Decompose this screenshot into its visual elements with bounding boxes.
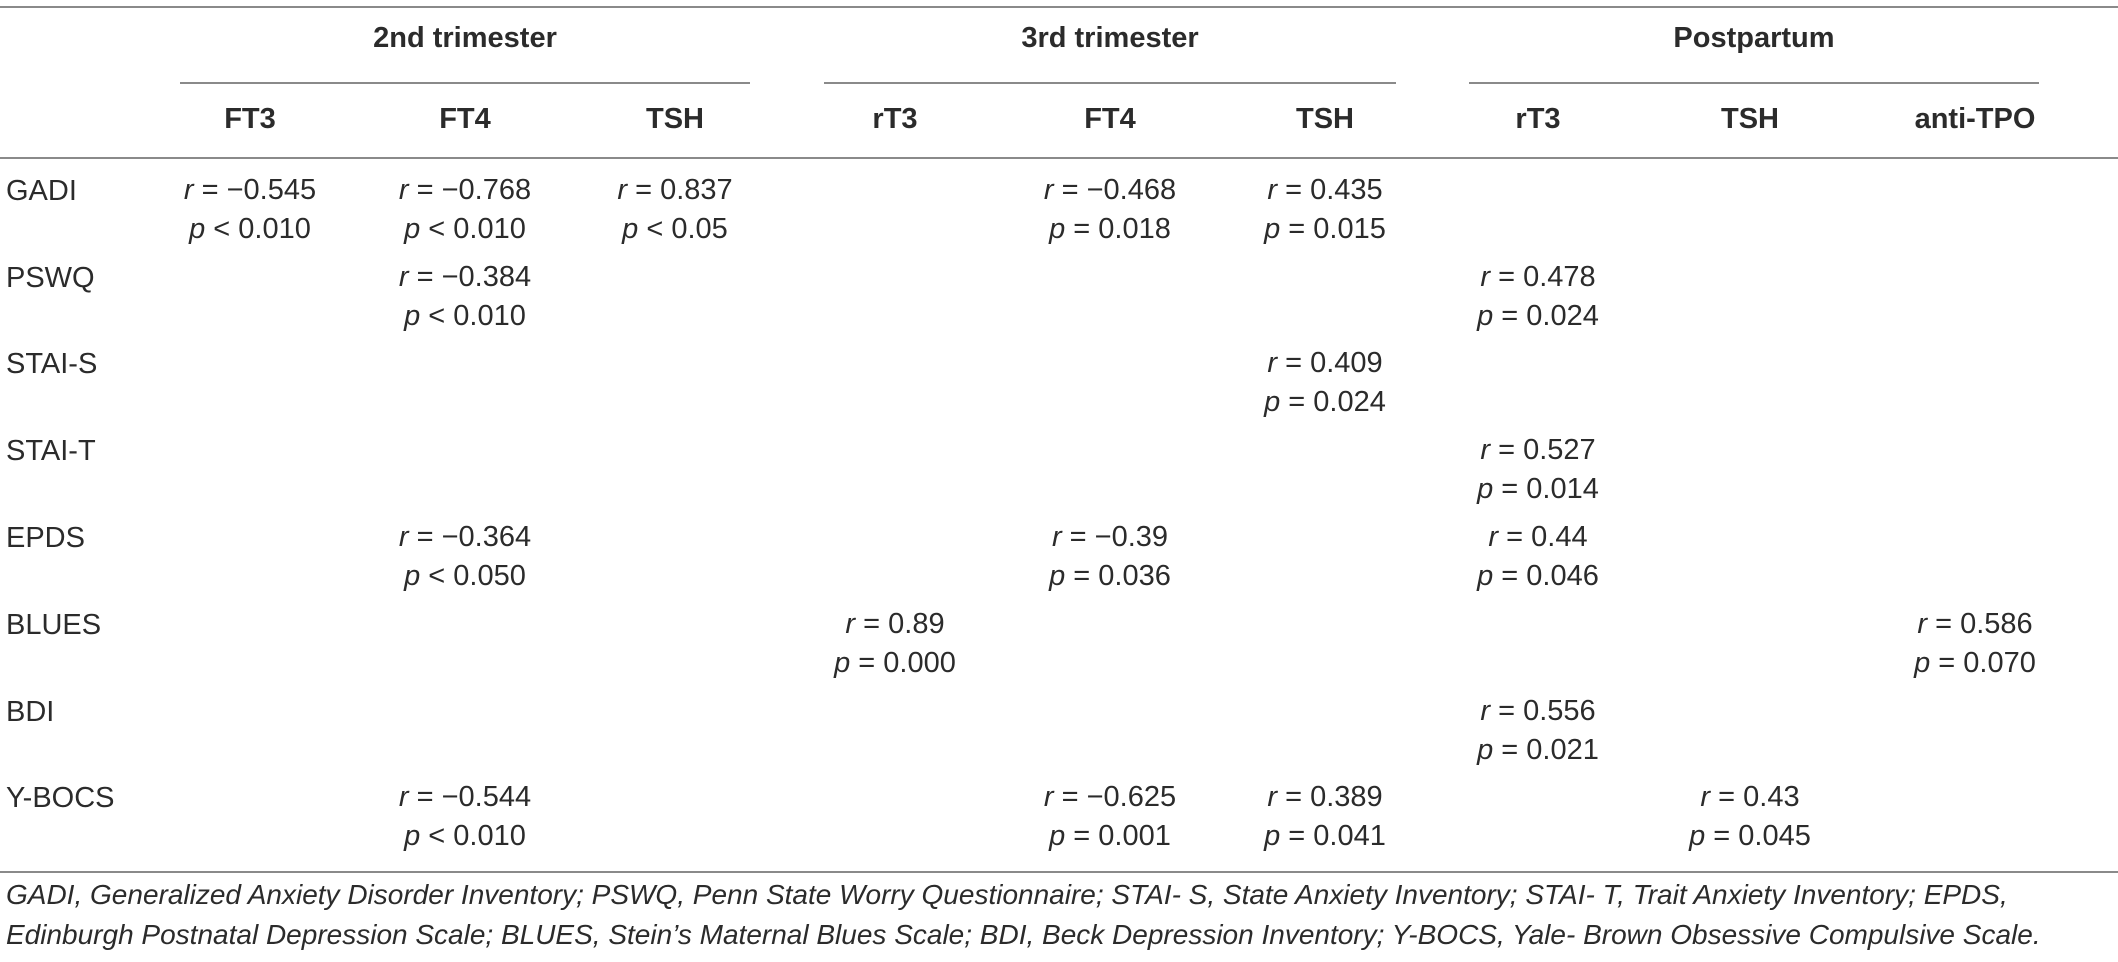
row-label: PSWQ <box>6 262 95 294</box>
table-cell: r = −0.364 p < 0.050 <box>365 518 565 596</box>
column-header-ft3: FT3 <box>224 103 276 135</box>
p-value: p = 0.021 <box>1477 734 1599 766</box>
correlation-value: r = −0.545 <box>183 174 317 206</box>
table-cell: r = 0.527 p = 0.014 <box>1438 431 1638 509</box>
correlation-value: r = −0.384 <box>398 261 532 293</box>
row-label: STAI-T <box>6 435 96 467</box>
table-cell: r = −0.544 p < 0.010 <box>365 778 565 856</box>
row-label: Y-BOCS <box>6 782 115 814</box>
group-header-2nd-trimester: 2nd trimester <box>373 22 557 54</box>
table-cell: r = 0.435 p = 0.015 <box>1225 171 1425 249</box>
table-cell: r = 0.89 p = 0.000 <box>795 605 995 683</box>
correlation-value: r = 0.478 <box>1480 261 1596 293</box>
correlation-value: r = −0.544 <box>398 781 532 813</box>
p-value: p = 0.045 <box>1689 820 1811 852</box>
p-value: p < 0.05 <box>622 213 728 245</box>
table-cell: r = 0.478 p = 0.024 <box>1438 258 1638 336</box>
group-header-postpartum: Postpartum <box>1673 22 1835 54</box>
column-header-tsh: TSH <box>646 103 704 135</box>
p-value: p = 0.046 <box>1477 560 1599 592</box>
p-value: p = 0.001 <box>1049 820 1171 852</box>
correlation-value: r = 0.556 <box>1480 695 1596 727</box>
column-header-rt3: rT3 <box>1515 103 1561 135</box>
table-top-rule <box>0 6 2118 8</box>
table-cell: r = 0.43 p = 0.045 <box>1650 778 1850 856</box>
correlation-value: r = −0.625 <box>1043 781 1177 813</box>
table-cell: r = −0.625 p = 0.001 <box>1010 778 1210 856</box>
correlation-value: r = −0.768 <box>398 174 532 206</box>
row-label: BDI <box>6 696 55 728</box>
p-value: p < 0.050 <box>404 560 526 592</box>
p-value: p < 0.010 <box>404 300 526 332</box>
group-rule-3rd-trimester <box>824 82 1396 84</box>
correlation-value: r = −0.39 <box>1051 521 1169 553</box>
p-value: p = 0.014 <box>1477 473 1599 505</box>
p-value: p = 0.041 <box>1264 820 1386 852</box>
row-label: STAI-S <box>6 348 98 380</box>
group-header-3rd-trimester: 3rd trimester <box>1021 22 1199 54</box>
p-value: p < 0.010 <box>189 213 311 245</box>
correlation-value: r = 0.44 <box>1488 521 1588 553</box>
p-value: p < 0.010 <box>404 213 526 245</box>
table-cell: r = 0.389 p = 0.041 <box>1225 778 1425 856</box>
p-value: p = 0.015 <box>1264 213 1386 245</box>
p-value: p = 0.024 <box>1477 300 1599 332</box>
correlation-value: r = 0.435 <box>1267 174 1383 206</box>
table-cell: r = 0.586 p = 0.070 <box>1875 605 2075 683</box>
table-cell: r = −0.39 p = 0.036 <box>1010 518 1210 596</box>
table-cell: r = −0.545 p < 0.010 <box>150 171 350 249</box>
header-bottom-rule <box>0 157 2118 159</box>
row-label: GADI <box>6 175 77 207</box>
correlation-value: r = −0.364 <box>398 521 532 553</box>
correlation-value: r = 0.409 <box>1267 347 1383 379</box>
table-cell: r = 0.837 p < 0.05 <box>575 171 775 249</box>
group-rule-postpartum <box>1469 82 2039 84</box>
p-value: p < 0.010 <box>404 820 526 852</box>
correlation-value: r = 0.389 <box>1267 781 1383 813</box>
p-value: p = 0.036 <box>1049 560 1171 592</box>
p-value: p = 0.000 <box>834 647 956 679</box>
correlation-value: r = 0.586 <box>1917 608 2033 640</box>
p-value: p = 0.018 <box>1049 213 1171 245</box>
group-rule-2nd-trimester <box>180 82 750 84</box>
table-cell: r = 0.44 p = 0.046 <box>1438 518 1638 596</box>
table-footnote: GADI, Generalized Anxiety Disorder Inven… <box>6 879 2041 950</box>
p-value: p = 0.024 <box>1264 386 1386 418</box>
correlation-value: r = 0.89 <box>845 608 945 640</box>
p-value: p = 0.070 <box>1914 647 2036 679</box>
correlation-value: r = 0.527 <box>1480 434 1596 466</box>
table-cell: r = −0.768 p < 0.010 <box>365 171 565 249</box>
column-header-anti-tpo: anti-TPO <box>1914 103 2036 135</box>
column-header-rt3: rT3 <box>872 103 918 135</box>
column-header-ft4: FT4 <box>439 103 491 135</box>
correlation-value: r = 0.43 <box>1700 781 1800 813</box>
correlation-value: r = 0.837 <box>617 174 733 206</box>
row-label: BLUES <box>6 609 102 641</box>
table-cell: r = 0.409 p = 0.024 <box>1225 344 1425 422</box>
column-header-tsh: TSH <box>1721 103 1779 135</box>
table-cell: r = −0.384 p < 0.010 <box>365 258 565 336</box>
table-cell: r = −0.468 p = 0.018 <box>1010 171 1210 249</box>
correlation-value: r = −0.468 <box>1043 174 1177 206</box>
column-header-ft4: FT4 <box>1084 103 1136 135</box>
column-header-tsh: TSH <box>1296 103 1354 135</box>
table-bottom-rule <box>0 871 2118 873</box>
table-cell: r = 0.556 p = 0.021 <box>1438 692 1638 770</box>
row-label: EPDS <box>6 522 85 554</box>
